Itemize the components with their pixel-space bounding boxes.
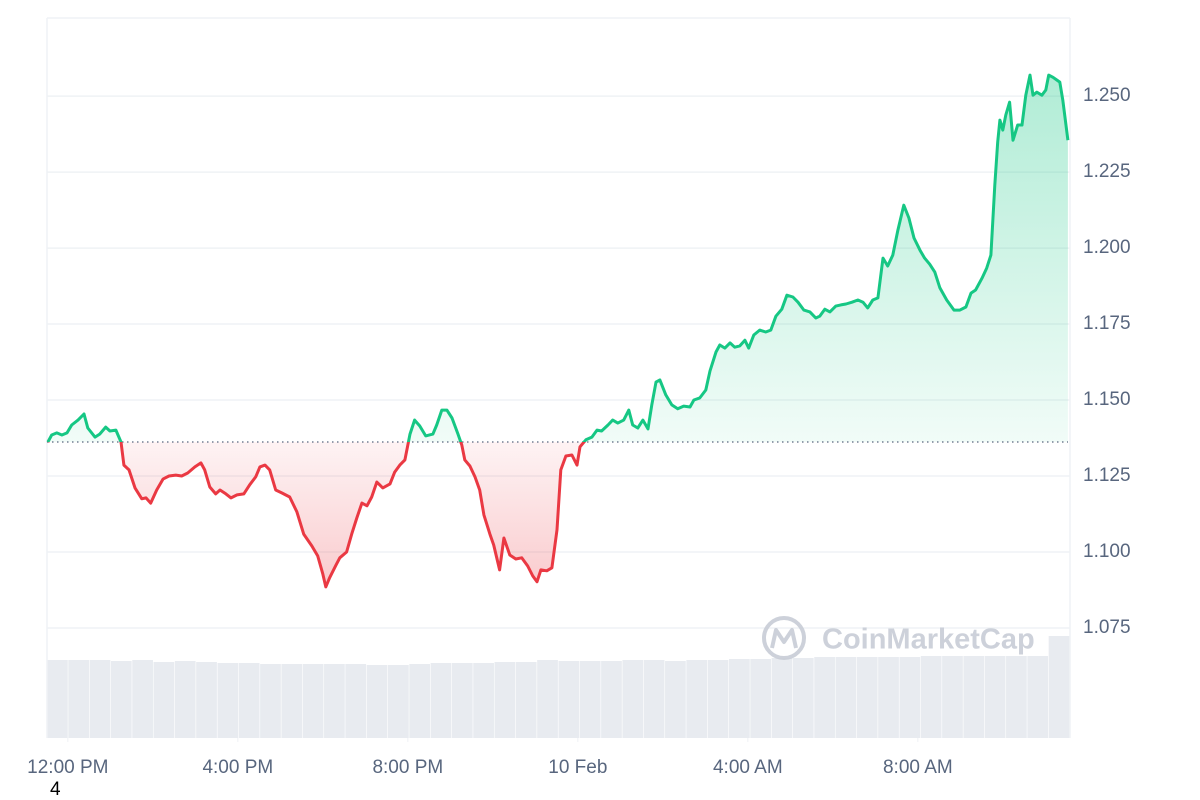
volume-bar — [558, 661, 580, 738]
volume-bar — [899, 657, 921, 738]
data-layer — [46, 73, 1070, 589]
price-line-down — [47, 441, 587, 589]
volume-bar — [622, 660, 644, 738]
volume-bar — [388, 665, 409, 738]
volume-bar — [856, 657, 878, 738]
volume-bar — [494, 662, 516, 738]
volume-bar — [643, 660, 665, 738]
axis-layer: 1.075 1.100 1.125 1.150 1.175 1.200 1.225 1.250… — [27, 85, 1130, 778]
volume-bar — [47, 660, 68, 738]
volume-bar — [196, 662, 217, 738]
volume-bar — [132, 660, 153, 738]
volume-bar — [217, 663, 239, 738]
volume-bar — [1048, 636, 1070, 738]
volume-bar — [814, 657, 835, 738]
volume-bar — [729, 659, 750, 738]
volume-bar — [1006, 656, 1027, 738]
x-tick-label: 8:00 AM — [883, 757, 953, 778]
volume-bar — [110, 661, 132, 738]
x-tick-label: 10 Feb — [548, 757, 607, 778]
volume-bar — [665, 661, 686, 738]
volume-bar — [707, 660, 729, 738]
volume-bar — [281, 664, 303, 738]
area-down — [47, 441, 585, 587]
volume-bar — [601, 661, 622, 738]
volume-bar — [792, 658, 814, 738]
x-tick-label: 4:00 AM — [713, 757, 783, 778]
volume-bar — [324, 664, 345, 738]
x-tick-label: 4:00 PM — [202, 757, 273, 778]
watermark-logo-mark — [770, 628, 798, 649]
y-tick-label: 1.200 — [1083, 237, 1131, 258]
volume-bar — [579, 661, 601, 738]
watermark: CoinMarketCap — [762, 616, 1035, 660]
volume-bar — [153, 662, 175, 738]
volume-bar — [771, 658, 793, 738]
volume-bar — [984, 656, 1006, 738]
volume-bar — [430, 663, 452, 738]
volume-bar — [366, 665, 388, 738]
volume-bar — [750, 659, 772, 738]
volume-bar — [174, 661, 196, 738]
volume-bar — [942, 656, 963, 738]
watermark-logo — [762, 616, 806, 660]
area-up — [47, 75, 1068, 442]
volume-bar — [515, 662, 537, 738]
volume-bar — [89, 660, 111, 738]
volume-bar — [451, 663, 473, 738]
volume-bar — [409, 664, 431, 738]
volume-bar — [68, 660, 90, 738]
price-line-up — [46, 73, 1070, 442]
volume-bar — [920, 656, 942, 738]
y-tick-label: 1.075 — [1083, 617, 1131, 638]
volume-bar — [238, 663, 260, 738]
volume-bar — [878, 657, 899, 738]
x-tick-label: 8:00 PM — [372, 757, 443, 778]
y-tick-label: 1.125 — [1083, 465, 1131, 486]
volume-bar — [963, 656, 985, 738]
volume-bar — [835, 657, 857, 738]
watermark-text: CoinMarketCap — [822, 624, 1035, 656]
volume-bar — [302, 664, 324, 738]
volume-bar — [537, 660, 558, 738]
y-tick-label: 1.150 — [1083, 389, 1131, 410]
volume-bar — [345, 664, 367, 738]
x-tick-label: 12:00 PM — [27, 757, 108, 778]
volume-bar — [473, 663, 494, 738]
volume-bar — [686, 660, 708, 738]
footnote: 4 — [50, 779, 61, 800]
y-tick-label: 1.225 — [1083, 161, 1131, 182]
volume-bar — [260, 664, 281, 738]
y-tick-label: 1.175 — [1083, 313, 1131, 334]
y-tick-label: 1.100 — [1083, 541, 1131, 562]
y-tick-label: 1.250 — [1083, 85, 1131, 106]
volume-bar — [1027, 656, 1049, 738]
volume-layer — [47, 636, 1070, 738]
